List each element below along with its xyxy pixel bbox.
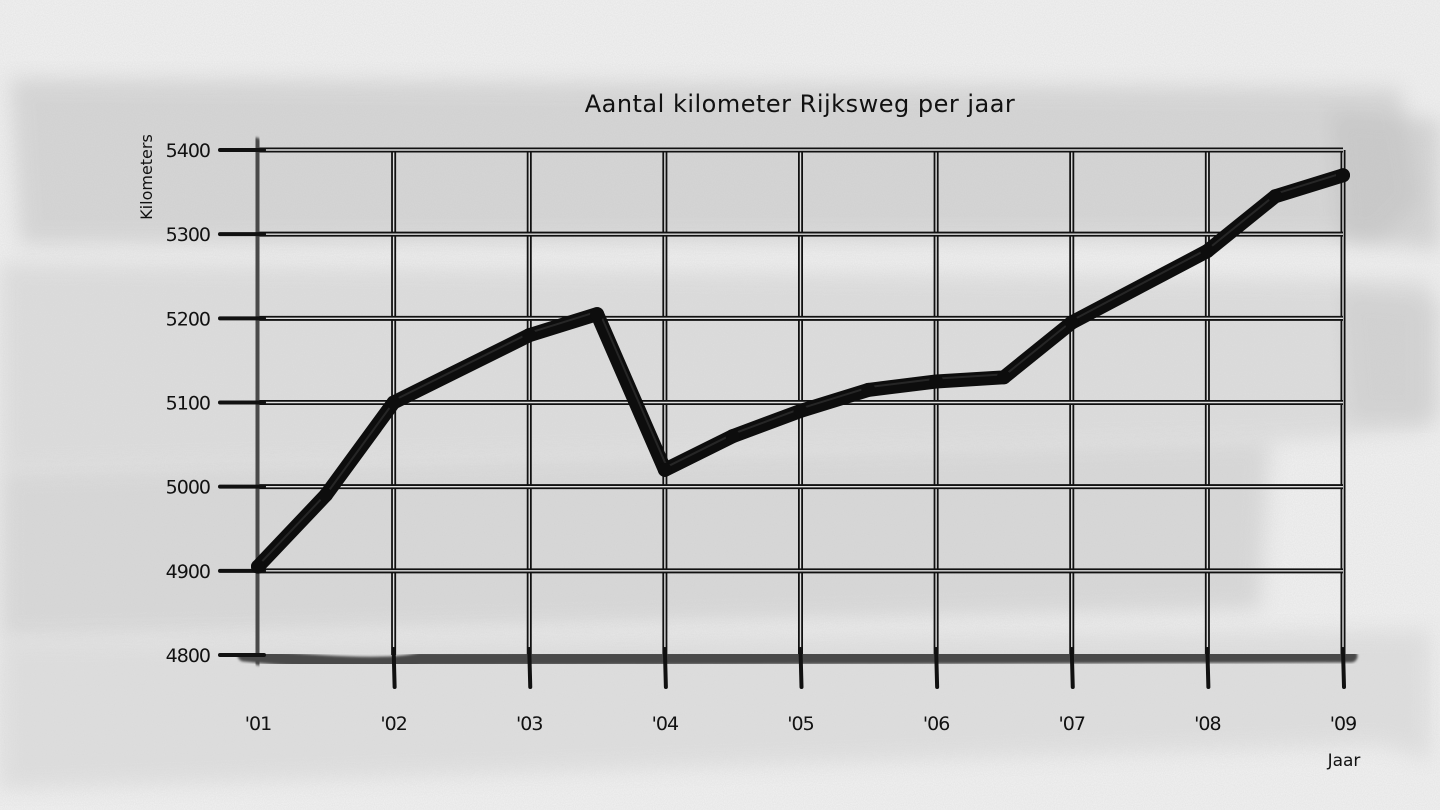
x-axis-label: Jaar — [1327, 751, 1361, 771]
watercolor-wash — [0, 78, 1440, 790]
data-point — [929, 374, 944, 389]
data-point — [793, 403, 808, 418]
x-tick-label: '02 — [380, 713, 406, 735]
chart-series — [251, 168, 1350, 574]
data-point — [318, 488, 333, 503]
x-axis-ticks: '01 '02 '03 '04 '05 '06 '07 '08 '09 — [245, 647, 1357, 735]
data-point — [657, 462, 672, 477]
x-tick-mark — [798, 647, 804, 689]
data-point — [1268, 189, 1283, 204]
y-tick-label: 5200 — [166, 308, 210, 330]
data-point — [996, 370, 1011, 385]
data-point — [386, 395, 401, 410]
x-tick-label: '06 — [923, 713, 949, 735]
y-tick-label: 4900 — [166, 561, 210, 583]
x-axis-line — [237, 648, 1358, 670]
y-tick-label: 4800 — [166, 645, 210, 667]
x-tick-mark — [1341, 647, 1346, 689]
chart-grid — [258, 147, 1346, 655]
y-tick-label: 5000 — [166, 477, 210, 499]
x-tick-label: '04 — [652, 713, 679, 735]
data-point — [861, 382, 876, 397]
data-point — [590, 307, 605, 322]
y-axis-label: Kilometers — [137, 134, 156, 220]
x-tick-mark — [662, 647, 668, 689]
x-tick-label: '05 — [787, 713, 813, 735]
y-axis-ticks: 4800 4900 5000 5100 5200 5300 5400 — [166, 140, 266, 667]
data-point — [1336, 168, 1350, 183]
x-tick-mark — [527, 647, 533, 689]
x-tick-label: '03 — [516, 713, 542, 735]
x-tick-mark — [391, 647, 397, 689]
x-tick-label: '08 — [1194, 713, 1220, 735]
data-point — [251, 559, 265, 574]
chart-title: Aantal kilometer Rijksweg per jaar — [585, 90, 1016, 118]
data-point — [1064, 315, 1079, 330]
data-point — [725, 429, 740, 444]
x-tick-mark — [934, 647, 940, 689]
x-tick-label: '09 — [1330, 713, 1356, 735]
x-tick-label: '01 — [245, 713, 271, 735]
x-tick-mark — [1205, 647, 1211, 689]
x-tick-mark — [1069, 647, 1075, 689]
x-tick-label: '07 — [1059, 713, 1085, 735]
data-point — [522, 328, 537, 343]
y-tick-label: 5300 — [166, 224, 210, 246]
data-point — [1200, 244, 1215, 258]
y-tick-label: 5100 — [166, 393, 210, 415]
y-tick-label: 5400 — [166, 140, 210, 162]
